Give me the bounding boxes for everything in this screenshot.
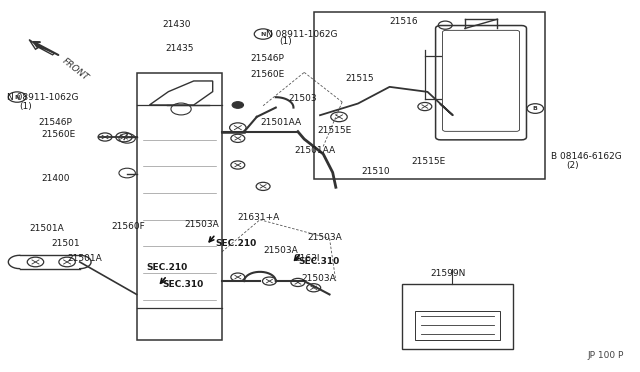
Text: B: B	[533, 106, 538, 111]
Text: 21631+A: 21631+A	[238, 213, 280, 222]
Text: 21430: 21430	[162, 20, 191, 29]
Text: 21503A: 21503A	[307, 233, 342, 243]
Text: 21501AA: 21501AA	[260, 119, 301, 128]
Text: 21560E: 21560E	[250, 70, 285, 79]
Text: 2163I: 2163I	[295, 254, 320, 263]
Text: (1): (1)	[20, 102, 33, 111]
Text: 21501: 21501	[51, 239, 80, 248]
Bar	[137, 73, 222, 340]
Text: 21501A: 21501A	[29, 224, 64, 233]
Text: 21560E: 21560E	[42, 129, 76, 139]
Bar	[402, 284, 513, 349]
Text: 21503: 21503	[289, 94, 317, 103]
Text: SEC.310: SEC.310	[162, 280, 203, 289]
Text: N 08911-1062G: N 08911-1062G	[7, 93, 79, 102]
Text: 21503A: 21503A	[184, 221, 219, 230]
Text: 21503A: 21503A	[301, 274, 336, 283]
Text: 21400: 21400	[42, 174, 70, 183]
Text: 21515: 21515	[346, 74, 374, 83]
Text: 21510: 21510	[361, 167, 390, 176]
Text: (2): (2)	[566, 161, 579, 170]
Circle shape	[232, 102, 243, 108]
Bar	[415, 311, 500, 340]
Text: 21599N: 21599N	[431, 269, 466, 278]
Text: SEC.210: SEC.210	[216, 239, 257, 248]
Text: 21435: 21435	[165, 44, 194, 53]
Text: 21560F: 21560F	[111, 222, 145, 231]
Text: SEC.210: SEC.210	[146, 263, 188, 272]
Text: (1): (1)	[279, 37, 292, 46]
Text: 21516: 21516	[390, 17, 418, 26]
Text: 21546P: 21546P	[250, 54, 284, 62]
Text: N: N	[260, 32, 266, 36]
Text: N 08911-1062G: N 08911-1062G	[266, 29, 338, 39]
Text: JP 100 P: JP 100 P	[587, 351, 623, 360]
Text: 21515E: 21515E	[317, 126, 351, 135]
Text: 21515E: 21515E	[412, 157, 446, 166]
Text: 21503A: 21503A	[263, 246, 298, 255]
Text: N: N	[15, 94, 20, 100]
Text: SEC.310: SEC.310	[298, 257, 339, 266]
Bar	[314, 12, 545, 179]
Text: 21501A: 21501A	[67, 254, 102, 263]
Text: 21546P: 21546P	[38, 119, 72, 128]
Text: 21501AA: 21501AA	[295, 146, 336, 155]
Text: B 08146-6162G: B 08146-6162G	[551, 152, 621, 161]
Text: FRONT: FRONT	[61, 56, 90, 82]
